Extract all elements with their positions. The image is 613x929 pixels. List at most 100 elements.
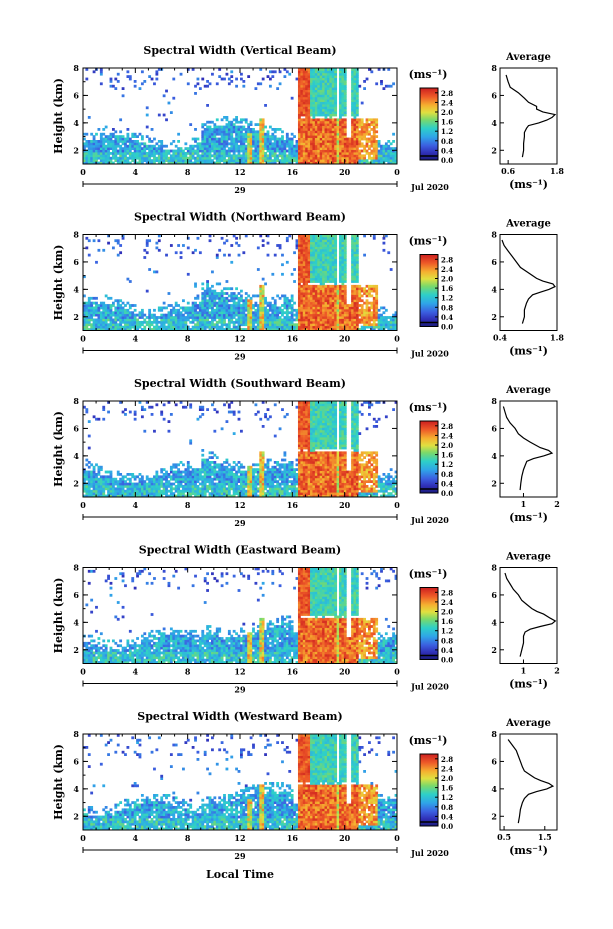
heatmap-cell (172, 325, 176, 329)
heatmap-cell (218, 144, 222, 148)
heatmap-cell (107, 308, 110, 312)
heatmap-cell (343, 156, 347, 160)
heatmap-cell (111, 304, 115, 307)
heatmap-cell (169, 316, 173, 319)
heatmap-cell (104, 480, 108, 483)
heatmap-cell (360, 137, 364, 141)
heatmap-cell (83, 405, 86, 409)
heatmap-cell (392, 159, 395, 162)
heatmap-cell (107, 489, 110, 493)
heatmap-cell (368, 313, 371, 317)
heatmap-cell (312, 268, 316, 271)
heatmap-cell (218, 140, 222, 143)
heatmap-cell (119, 304, 123, 307)
heatmap-cell (126, 482, 130, 486)
heatmap-cell (368, 161, 371, 165)
heatmap-cell (302, 72, 306, 76)
heatmap-cell (124, 475, 127, 479)
heatmap-cell (331, 70, 335, 74)
heatmap-cell (285, 137, 289, 141)
heatmap-cell (331, 132, 335, 136)
heatmap-cell (140, 313, 144, 317)
heatmap-cell (297, 154, 301, 158)
heatmap-cell (355, 294, 359, 298)
heatmap-cell (211, 161, 214, 165)
heatmap-cell (157, 154, 161, 158)
heatmap-cell (302, 84, 306, 88)
heatmap-cell (165, 313, 168, 317)
heatmap-cell (360, 123, 364, 126)
heatmap-cell (394, 149, 398, 153)
heatmap-cell (334, 280, 338, 283)
heatmap-cell (92, 308, 96, 312)
heatmap-cell (334, 234, 338, 238)
heatmap-cell (85, 246, 89, 250)
heatmap-cell (281, 149, 284, 153)
heatmap-cell (215, 118, 219, 122)
heatmap-cell (377, 325, 381, 329)
heatmap-cell (302, 144, 306, 148)
heatmap-cell (305, 154, 309, 158)
heatmap-cell (133, 482, 137, 486)
heatmap-cell (326, 263, 330, 267)
heatmap-cell (145, 106, 149, 110)
heatmap-cell (331, 306, 335, 310)
heatmap-cell (278, 323, 282, 327)
heatmap-cell (351, 308, 354, 312)
heatmap-cell (300, 99, 304, 102)
heatmap-cell (223, 161, 226, 165)
heatmap-cell (92, 239, 96, 243)
heatmap-cell (355, 236, 359, 240)
heatmap-cell (124, 152, 127, 155)
heatmap-cell (317, 280, 321, 283)
heatmap-cell (213, 125, 217, 129)
heatmap-cell (334, 256, 338, 259)
heatmap-cell (310, 311, 313, 315)
heatmap-cell (310, 128, 313, 131)
heatmap-cell (297, 272, 301, 276)
heatmap-cell (85, 152, 89, 155)
heatmap-cell (235, 313, 238, 317)
heatmap-cell (312, 99, 316, 102)
heatmap-cell (271, 272, 275, 276)
heatmap-cell (302, 156, 306, 160)
heatmap-cell (227, 328, 231, 331)
heatmap-cell (138, 494, 142, 498)
heatmap-cell (302, 253, 306, 257)
colorbar-tick-label: 2.4 (441, 265, 453, 274)
heatmap-cell (206, 325, 209, 329)
heatmap-cell (297, 258, 301, 262)
heatmap-cell (249, 154, 253, 158)
heatmap-cell (174, 325, 178, 329)
heatmap-cell (220, 323, 224, 327)
heatmap-cell (97, 417, 101, 421)
heatmap-cell (177, 244, 181, 247)
heatmap-cell (242, 137, 246, 141)
heatmap-cell (348, 313, 352, 317)
heatmap-cell (102, 156, 106, 160)
heatmap-cell (288, 299, 292, 303)
heatmap-cell (124, 489, 127, 493)
heatmap-cell (194, 140, 197, 143)
heatmap-cell (232, 118, 236, 122)
heatmap-cell (322, 123, 325, 126)
heatmap-cell (179, 72, 183, 76)
heatmap-cell (261, 137, 265, 141)
heatmap-cell (334, 323, 338, 327)
heatmap-cell (189, 311, 193, 315)
heatmap-cell (227, 316, 231, 319)
heatmap-cell (302, 120, 306, 124)
heatmap-cell (232, 137, 236, 141)
heatmap-cell (254, 159, 258, 162)
heatmap-cell (165, 316, 168, 319)
heatmap-cell (276, 311, 280, 315)
heatmap-cell (264, 140, 267, 143)
heatmap-cell (334, 156, 338, 160)
heatmap-cell (326, 70, 330, 74)
heatmap-cell (312, 142, 316, 146)
heatmap-cell (119, 299, 123, 303)
heatmap-cell (119, 156, 123, 160)
heatmap-cell (131, 132, 135, 136)
heatmap-cell (111, 323, 115, 327)
heatmap-cell (85, 140, 89, 143)
